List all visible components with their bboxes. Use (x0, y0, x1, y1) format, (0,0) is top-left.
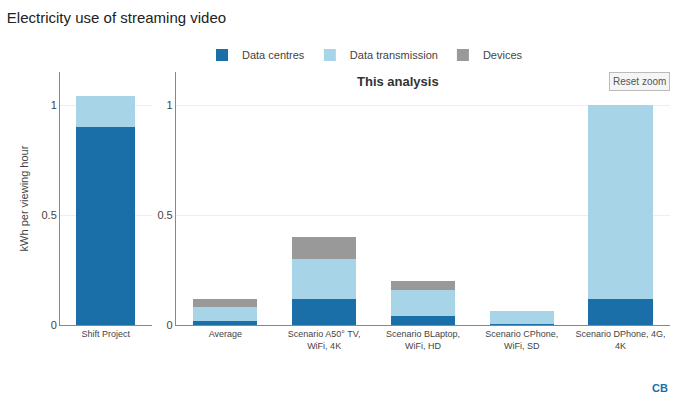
svg-text:Scenario A50° TV,WiFi, 4K: Scenario A50° TV,WiFi, 4K (288, 329, 361, 351)
svg-text:1: 1 (167, 99, 173, 111)
svg-text:Scenario DPhone, 4G,4K: Scenario DPhone, 4G,4K (576, 329, 666, 351)
svg-text:Devices: Devices (483, 49, 523, 61)
svg-text:Scenario BLaptop,WiFi, HD: Scenario BLaptop,WiFi, HD (386, 329, 460, 351)
svg-text:Data transmission: Data transmission (350, 49, 438, 61)
svg-text:Average: Average (209, 329, 242, 339)
svg-text:0.5: 0.5 (42, 209, 57, 221)
svg-text:Shift Project: Shift Project (81, 329, 130, 339)
svg-text:CB: CB (652, 382, 668, 394)
svg-text:Reset zoom: Reset zoom (613, 76, 666, 87)
svg-text:0: 0 (51, 319, 57, 331)
svg-text:This analysis: This analysis (357, 74, 439, 89)
svg-text:Electricity use of streaming v: Electricity use of streaming video (7, 9, 226, 26)
svg-text:Scenario CPhone,WiFi, SD: Scenario CPhone,WiFi, SD (485, 329, 558, 351)
svg-text:0: 0 (167, 319, 173, 331)
svg-text:0.5: 0.5 (157, 209, 172, 221)
svg-text:Data centres: Data centres (242, 49, 305, 61)
svg-text:kWh per viewing hour: kWh per viewing hour (18, 145, 30, 251)
svg-text:1: 1 (51, 99, 57, 111)
